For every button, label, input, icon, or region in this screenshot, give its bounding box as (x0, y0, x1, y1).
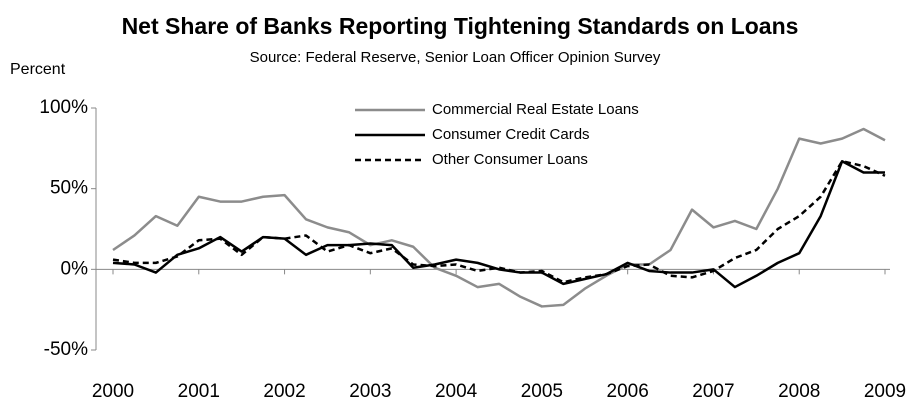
x-tick-label: 2005 (521, 381, 563, 402)
y-tick-label: -50% (44, 339, 88, 360)
x-tick-label: 2009 (864, 381, 906, 402)
y-tick-label: 0% (61, 258, 89, 279)
legend-label: Consumer Credit Cards (432, 126, 590, 143)
x-tick-label: 2008 (778, 381, 820, 402)
series-line (112, 159, 885, 289)
x-tick-label: 2003 (349, 381, 391, 402)
y-tick-label: 50% (50, 178, 88, 199)
x-tick-label: 2007 (692, 381, 734, 402)
series-line (112, 159, 886, 284)
legend-label: Other Consumer Loans (432, 151, 588, 168)
series-line (112, 127, 886, 308)
x-tick-label: 2004 (435, 381, 478, 402)
x-tick-label: 2000 (92, 381, 134, 402)
x-tick-label: 2006 (607, 381, 649, 402)
chart-subtitle: Source: Federal Reserve, Senior Loan Off… (250, 49, 661, 66)
x-tick-label: 2001 (178, 381, 220, 402)
x-tick-label: 2002 (263, 381, 305, 402)
chart-title: Net Share of Banks Reporting Tightening … (122, 13, 799, 39)
y-tick-label: 100% (39, 97, 88, 118)
legend-label: Commercial Real Estate Loans (432, 101, 639, 118)
y-axis-label: Percent (10, 61, 66, 78)
